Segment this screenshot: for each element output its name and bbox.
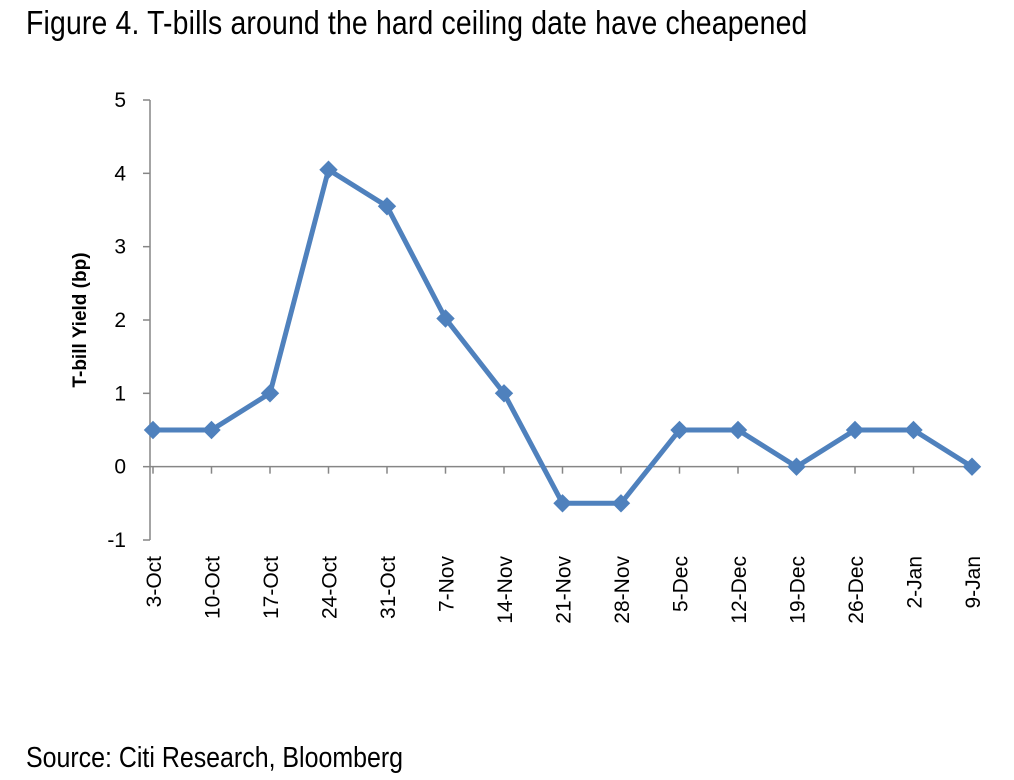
x-tick-label: 14-Nov (494, 556, 517, 624)
data-point-marker (202, 420, 221, 440)
data-point-marker (377, 197, 397, 216)
y-axis-title: T-bill Yield (bp) (70, 252, 91, 387)
x-tick-label: 10-Oct (202, 556, 225, 619)
data-point-marker (670, 420, 689, 440)
series-line (153, 167, 974, 506)
x-tick-label: 24-Oct (319, 556, 342, 619)
data-point-marker (553, 494, 572, 513)
x-tick-label: 17-Oct (260, 556, 283, 619)
x-tick-label: 2-Jan (904, 556, 927, 609)
x-tick-label: 3-Oct (143, 556, 166, 608)
data-point-marker (787, 457, 806, 476)
x-tick-label: 5-Dec (670, 556, 693, 612)
x-tick-label: 28-Nov (611, 556, 634, 624)
y-tick-label: 3 (114, 236, 126, 259)
data-point-marker (845, 420, 865, 440)
x-tick-label: 21-Nov (553, 556, 576, 624)
data-point-marker (143, 420, 163, 440)
data-point-marker (319, 160, 338, 179)
x-tick-label: 19-Dec (787, 556, 810, 624)
x-tick-label: 26-Dec (845, 556, 868, 624)
x-axis: 3-Oct 10-Oct 17-Oct 24-Oct 31-Oct 7-Nov 14-Nov… (143, 465, 985, 624)
x-tick-label: 7-Nov (436, 556, 459, 613)
figure-title: Figure 4. T-bills around the hard ceilin… (26, 4, 808, 41)
data-point-marker (260, 384, 280, 403)
y-tick-label: 5 (114, 89, 126, 112)
y-tick-label: 1 (114, 382, 126, 405)
y-tick-label: 2 (114, 309, 126, 332)
x-tick-label: 31-Oct (377, 556, 400, 619)
y-tick-label: -1 (107, 529, 126, 552)
data-point-marker (494, 384, 514, 403)
x-tick-label: 12-Dec (728, 556, 751, 624)
y-axis: -1 0 1 2 3 4 5 (107, 89, 151, 552)
y-tick-label: 0 (114, 456, 126, 479)
data-point-marker (728, 420, 748, 440)
x-tick-label: 9-Jan (962, 556, 985, 609)
series (143, 160, 982, 513)
data-point-marker (611, 494, 631, 513)
data-point-marker (904, 420, 923, 440)
y-tick-label: 4 (114, 162, 126, 185)
data-point-marker (962, 457, 982, 476)
source-note: Source: Citi Research, Bloomberg (26, 742, 404, 774)
data-point-marker (436, 309, 455, 328)
